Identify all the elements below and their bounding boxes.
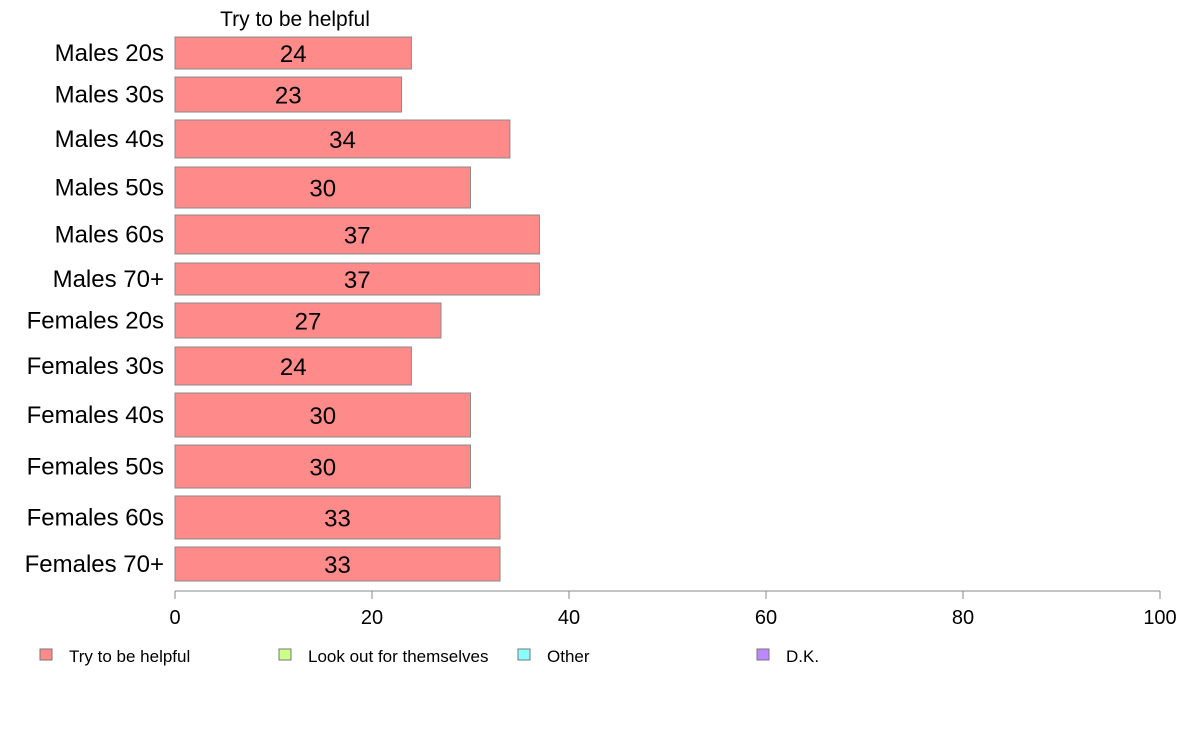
- category-label: Females 30s: [27, 353, 164, 380]
- bars-group: Males 20s 24 Males 30s 23 Males 40s 34 Males 5…: [25, 36, 540, 582]
- bar: [174, 166, 471, 209]
- bar-value-label: 24: [280, 354, 307, 381]
- legend-label: Look out for themselves: [308, 647, 488, 666]
- legend: Try to be helpful Look out for themselves…: [39, 647, 819, 666]
- bar-value-label: 30: [309, 176, 336, 203]
- category-label: Males 30s: [55, 82, 164, 109]
- category-label: Males 50s: [55, 175, 164, 202]
- legend-swatch: [517, 648, 531, 661]
- category-label: Females 70+: [25, 551, 164, 578]
- bar: [174, 262, 540, 296]
- x-axis: 0 20 40 60 80 100: [169, 590, 1177, 629]
- bar: [174, 392, 471, 438]
- bar-value-label: 34: [329, 127, 356, 154]
- x-tick-label: 0: [169, 607, 180, 629]
- bar-value-label: 30: [309, 403, 336, 430]
- bar: [174, 444, 471, 489]
- category-label: Males 40s: [55, 126, 164, 153]
- legend-swatch: [39, 648, 53, 661]
- x-tick-label: 40: [558, 607, 580, 629]
- category-label: Males 20s: [55, 40, 164, 67]
- x-tick-label: 60: [755, 607, 777, 629]
- bar: [174, 495, 501, 540]
- bar-value-label: 23: [275, 83, 302, 110]
- x-tick-label: 20: [361, 607, 383, 629]
- category-label: Males 70+: [53, 266, 164, 293]
- legend-label: Try to be helpful: [69, 647, 190, 666]
- bar: [174, 36, 412, 70]
- legend-label: D.K.: [786, 647, 819, 666]
- bar-value-label: 27: [295, 309, 322, 336]
- bar: [174, 214, 540, 255]
- category-label: Females 50s: [27, 454, 164, 481]
- category-label: Females 60s: [27, 505, 164, 532]
- legend-label: Other: [547, 647, 590, 666]
- bar-value-label: 24: [280, 41, 307, 68]
- bar: [174, 346, 412, 386]
- bar: [174, 546, 501, 582]
- bar-value-label: 37: [344, 223, 371, 250]
- category-label: Males 60s: [55, 222, 164, 249]
- series-title: Try to be helpful: [220, 8, 370, 31]
- category-label: Females 40s: [27, 402, 164, 429]
- bar-value-label: 33: [324, 506, 351, 533]
- bar-value-label: 33: [324, 552, 351, 579]
- bar-value-label: 37: [344, 267, 371, 294]
- x-tick-label: 80: [952, 607, 974, 629]
- bar: [174, 76, 403, 113]
- bar: [174, 119, 511, 159]
- bar-value-label: 30: [309, 455, 336, 482]
- legend-swatch: [278, 648, 292, 661]
- bar: [174, 302, 442, 339]
- x-tick-label: 100: [1143, 607, 1176, 629]
- legend-swatch: [756, 648, 770, 661]
- category-label: Females 20s: [27, 308, 164, 335]
